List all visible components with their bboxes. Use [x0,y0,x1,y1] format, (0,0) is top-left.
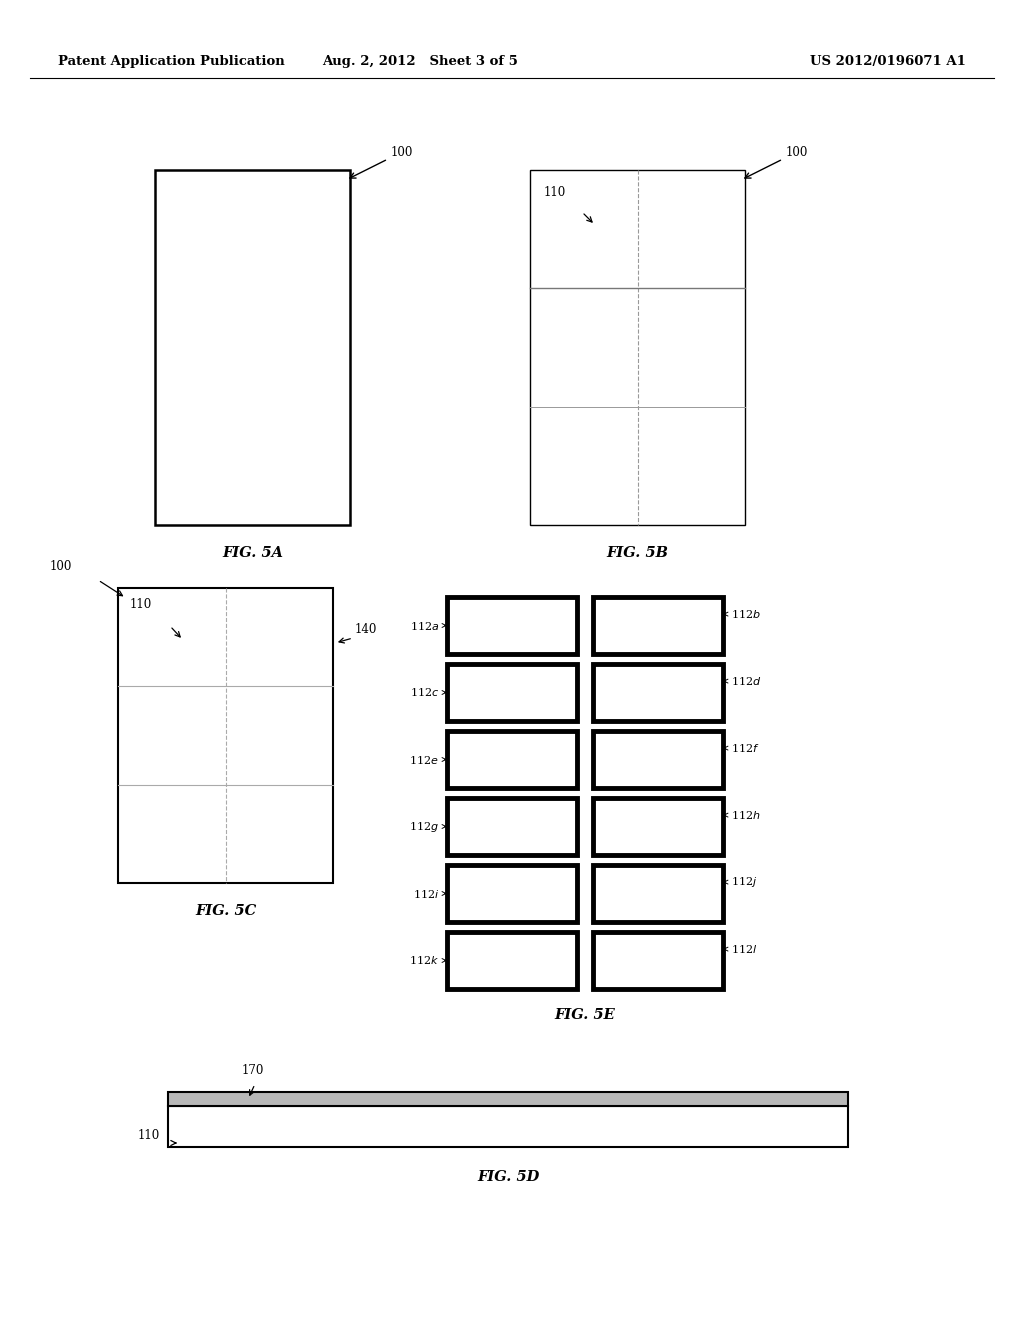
Text: 100: 100 [350,145,414,178]
Text: 112$\it{k}$: 112$\it{k}$ [409,954,445,966]
Text: 112$\it{i}$: 112$\it{i}$ [413,887,445,899]
Text: 110: 110 [138,1129,160,1142]
Text: FIG. 5E: FIG. 5E [555,1008,615,1022]
Bar [593,731,723,788]
Text: 112$\it{e}$: 112$\it{e}$ [410,754,445,766]
Bar [530,170,745,525]
Text: 112$\it{h}$: 112$\it{h}$ [724,809,761,821]
Text: 100: 100 [744,145,808,178]
Bar [168,1092,848,1106]
Text: Patent Application Publication: Patent Application Publication [58,55,285,69]
Text: 170: 170 [242,1064,264,1077]
Text: Aug. 2, 2012   Sheet 3 of 5: Aug. 2, 2012 Sheet 3 of 5 [323,55,518,69]
Bar [447,597,577,653]
Bar [447,799,577,855]
Bar [168,1106,848,1147]
Text: FIG. 5C: FIG. 5C [195,904,256,917]
Text: 112$\it{j}$: 112$\it{j}$ [724,875,758,890]
Bar [593,597,723,653]
Text: 110: 110 [130,598,153,611]
Bar [593,799,723,855]
Bar [593,664,723,721]
Text: US 2012/0196071 A1: US 2012/0196071 A1 [810,55,966,69]
Text: 140: 140 [355,623,378,636]
Bar [593,865,723,921]
Bar [155,170,350,525]
Bar [447,731,577,788]
Text: 112$\it{c}$: 112$\it{c}$ [410,686,445,698]
Text: 100: 100 [50,560,73,573]
Text: FIG. 5D: FIG. 5D [477,1170,539,1184]
Text: 110: 110 [544,186,566,198]
Bar [593,932,723,989]
Text: 112$\it{b}$: 112$\it{b}$ [724,609,761,620]
Bar [118,587,333,883]
Text: 112$\it{l}$: 112$\it{l}$ [724,942,758,956]
Text: 112$\it{d}$: 112$\it{d}$ [724,675,761,688]
Text: 112$\it{f}$: 112$\it{f}$ [724,742,760,754]
Bar [447,865,577,921]
Bar [447,664,577,721]
Text: 112$\it{g}$: 112$\it{g}$ [410,820,445,833]
Bar [447,932,577,989]
Text: FIG. 5B: FIG. 5B [606,546,669,560]
Text: FIG. 5A: FIG. 5A [222,546,283,560]
Text: 112$\it{a}$: 112$\it{a}$ [410,619,445,631]
